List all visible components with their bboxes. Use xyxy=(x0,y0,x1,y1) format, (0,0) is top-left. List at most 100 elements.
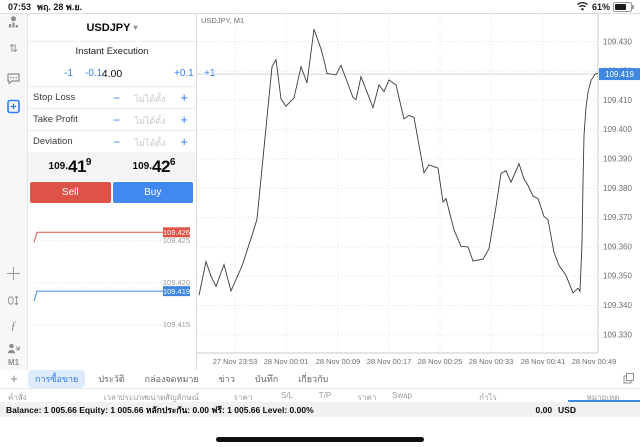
bottom-tab-bar: + การซื้อขาย ประวัติ กล่องจดหมาย ข่าว บั… xyxy=(0,369,640,389)
profit-value: 0.00 xyxy=(535,404,553,415)
volume-inc-01-button[interactable]: +0.1 xyxy=(174,68,194,79)
svg-text:109.390: 109.390 xyxy=(603,155,632,164)
svg-text:109.340: 109.340 xyxy=(603,301,632,310)
stop-loss-label: Stop Loss xyxy=(33,92,76,103)
indicators-icon[interactable]: ƒ xyxy=(10,318,17,332)
tab-news[interactable]: ข่าว xyxy=(218,373,235,384)
svg-text:28 Nov 00:09: 28 Nov 00:09 xyxy=(316,357,361,366)
svg-text:28 Nov 00:33: 28 Nov 00:33 xyxy=(469,357,514,366)
svg-text:109.420: 109.420 xyxy=(163,278,190,287)
svg-text:109.425: 109.425 xyxy=(163,236,190,245)
svg-text:28 Nov 00:49: 28 Nov 00:49 xyxy=(572,357,617,366)
bid-line xyxy=(33,290,164,302)
battery-icon xyxy=(613,1,634,12)
tab-mailbox[interactable]: กล่องจดหมาย xyxy=(144,373,199,384)
col-comment: หมายเหตุ xyxy=(586,393,620,402)
volume-dec-1-button[interactable]: -1 xyxy=(64,68,73,79)
table-scroll-indicator xyxy=(568,400,640,402)
status-date: พฤ. 28 พ.ย. xyxy=(37,1,83,12)
ask-price-badge xyxy=(163,227,190,238)
col-type: ประเภท xyxy=(119,393,147,402)
svg-text:28 Nov 00:25: 28 Nov 00:25 xyxy=(418,357,463,366)
deviation-value[interactable]: ไม่ได้ตั้ง xyxy=(134,138,166,148)
col-sl: S/L xyxy=(280,391,294,400)
svg-text:28 Nov 00:17: 28 Nov 00:17 xyxy=(367,357,412,366)
deviation-plus-button[interactable]: + xyxy=(180,134,188,149)
col-order: คำสั่ง xyxy=(8,393,27,402)
col-tp: T/P xyxy=(318,391,332,400)
col-price-cur: ราคา xyxy=(357,393,377,402)
chat-icon[interactable] xyxy=(0,71,27,86)
bid-ask-display: 109. 41 9 109. 42 6 xyxy=(28,152,196,181)
take-profit-plus-button[interactable]: + xyxy=(180,112,188,127)
svg-text:109.419: 109.419 xyxy=(163,287,190,296)
crosshair-icon[interactable] xyxy=(0,266,27,281)
take-profit-label: Take Profit xyxy=(33,114,78,125)
detach-window-icon[interactable] xyxy=(623,373,634,384)
price-chart[interactable]: 109.430109.420109.410109.400109.390109.3… xyxy=(196,14,640,370)
order-panel: USDJPY ▾ Instant Execution -1 -0.1 4.00 … xyxy=(28,14,215,213)
add-order-button[interactable]: + xyxy=(10,371,18,386)
stop-loss-minus-button[interactable]: − xyxy=(113,91,121,105)
deviation-label: Deviation xyxy=(33,136,73,147)
svg-text:28 Nov 00:41: 28 Nov 00:41 xyxy=(521,357,566,366)
sell-button[interactable]: Sell xyxy=(30,182,111,203)
deviation-minus-button[interactable]: − xyxy=(113,135,121,149)
execution-mode-label: Instant Execution xyxy=(75,45,149,57)
take-profit-value[interactable]: ไม่ได้ตั้ง xyxy=(134,116,166,126)
buy-sell-arrows-icon[interactable]: ⇅ xyxy=(8,43,19,55)
svg-text:109.360: 109.360 xyxy=(603,242,632,251)
symbol-selector[interactable]: USDJPY ▾ xyxy=(28,14,196,41)
price-chart-svg: 109.430109.420109.410109.400109.390109.3… xyxy=(197,14,640,366)
svg-text:109.350: 109.350 xyxy=(603,272,632,281)
orders-table-header: คำสั่ง เวลา ประเภท ขนาด สัญลักษณ์ ราคา S… xyxy=(0,389,640,402)
home-indicator[interactable] xyxy=(216,437,424,442)
col-profit: กำไร xyxy=(479,393,497,402)
accounts-icon[interactable] xyxy=(0,341,27,356)
main-area: ⇅ ƒ M1 USDJPY xyxy=(0,13,640,370)
svg-text:28 Nov 00:01: 28 Nov 00:01 xyxy=(264,357,309,366)
svg-text:109.410: 109.410 xyxy=(603,96,632,105)
left-toolbar: ⇅ ƒ M1 xyxy=(0,14,28,370)
take-profit-row: Take Profit − ไม่ได้ตั้ง + xyxy=(28,108,196,130)
chevron-down-icon: ▾ xyxy=(133,23,138,32)
col-size: ขนาด xyxy=(144,393,166,402)
status-bar: 07:53 พฤ. 28 พ.ย. 61% xyxy=(0,0,640,13)
take-profit-minus-button[interactable]: − xyxy=(113,113,121,127)
bid-price-badge xyxy=(599,68,640,81)
col-swap: Swap xyxy=(391,391,413,400)
volume-inc-1-button[interactable]: +1 xyxy=(204,68,216,79)
new-order-icon[interactable] xyxy=(0,99,27,114)
buy-button[interactable]: Buy xyxy=(112,182,193,203)
svg-text:27 Nov 23:53: 27 Nov 23:53 xyxy=(213,357,258,366)
col-time: เวลา xyxy=(103,393,121,402)
account-summary-bar: Balance: 1 005.66 Equity: 1 005.66 หลักป… xyxy=(0,402,640,417)
tab-history[interactable]: ประวัติ xyxy=(98,373,125,384)
tab-trade[interactable]: การซื้อขาย xyxy=(28,369,86,388)
tab-about[interactable]: เกี่ยวกับ xyxy=(298,373,329,384)
stop-loss-value[interactable]: ไม่ได้ตั้ง xyxy=(134,94,166,104)
timeframe-button[interactable]: M1 xyxy=(7,358,20,367)
objects-icon[interactable] xyxy=(0,293,27,308)
trader-icon[interactable] xyxy=(0,15,27,30)
volume-dec-01-button[interactable]: -0.1 xyxy=(85,68,103,79)
svg-text:109.330: 109.330 xyxy=(603,330,632,339)
stop-loss-plus-button[interactable]: + xyxy=(180,90,188,105)
svg-text:109.426: 109.426 xyxy=(163,228,190,237)
svg-text:109.415: 109.415 xyxy=(163,320,190,329)
volume-value[interactable]: 4.00 xyxy=(101,68,123,80)
col-price-open: ราคา xyxy=(233,393,253,402)
account-summary-text: Balance: 1 005.66 Equity: 1 005.66 หลักป… xyxy=(6,404,314,415)
tab-journal[interactable]: บันทึก xyxy=(254,373,279,384)
bid-price-badge xyxy=(163,286,190,297)
svg-text:109.419: 109.419 xyxy=(605,70,634,79)
mini-chart-svg: 109.425 109.420 109.415 109.426 109.419 xyxy=(33,227,190,329)
stop-loss-row: Stop Loss − ไม่ได้ตั้ง + xyxy=(28,86,196,108)
clock: 07:53 xyxy=(8,1,32,12)
bid-ask-mini-chart: 109.425 109.420 109.415 109.426 109.419 xyxy=(28,213,196,370)
symbol-name: USDJPY xyxy=(86,21,131,34)
price-line-series xyxy=(198,29,599,296)
buy-price: 109. 42 6 xyxy=(132,156,176,176)
battery-percentage: 61% xyxy=(591,1,610,12)
